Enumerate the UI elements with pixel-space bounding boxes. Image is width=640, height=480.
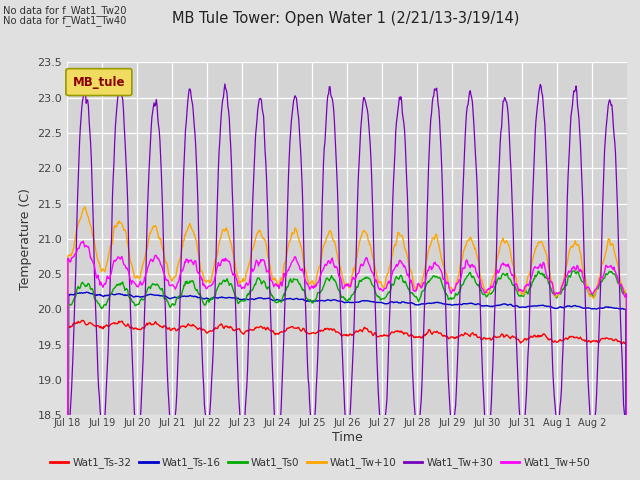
Text: No data for f_Wat1_Tw40: No data for f_Wat1_Tw40 (3, 15, 127, 26)
Text: MB Tule Tower: Open Water 1 (2/21/13-3/19/14): MB Tule Tower: Open Water 1 (2/21/13-3/1… (172, 11, 519, 25)
Text: MB_tule: MB_tule (72, 75, 125, 89)
X-axis label: Time: Time (332, 431, 363, 444)
Y-axis label: Temperature (C): Temperature (C) (19, 188, 32, 290)
Text: No data for f_Wat1_Tw20: No data for f_Wat1_Tw20 (3, 5, 127, 16)
Legend: Wat1_Ts-32, Wat1_Ts-16, Wat1_Ts0, Wat1_Tw+10, Wat1_Tw+30, Wat1_Tw+50: Wat1_Ts-32, Wat1_Ts-16, Wat1_Ts0, Wat1_T… (45, 453, 595, 472)
